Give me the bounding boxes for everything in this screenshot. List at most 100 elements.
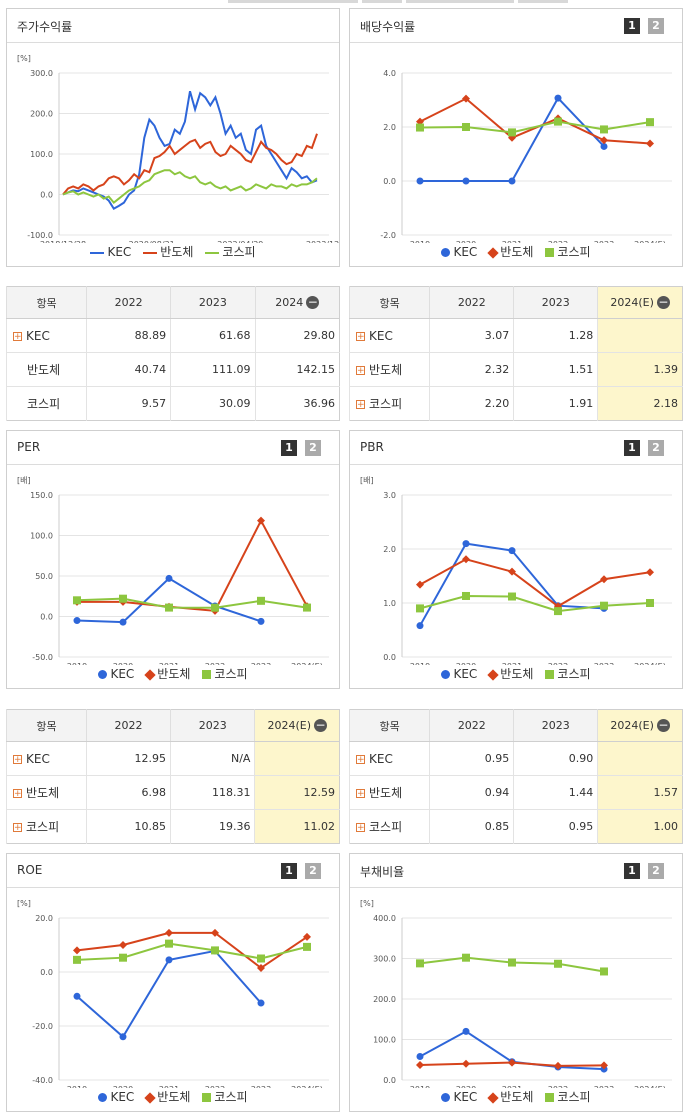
table-cell: 11.02 (254, 809, 340, 844)
row-label-cell[interactable]: + 코스피 (348, 386, 430, 421)
legend-item-semi[interactable]: 반도체 (144, 1088, 190, 1105)
expand-plus-icon[interactable]: + (356, 789, 365, 799)
legend-label-semi: 반도체 (160, 245, 194, 259)
page-1-button[interactable]: 1 (624, 440, 640, 456)
legend-item-kec[interactable]: KEC (441, 245, 477, 259)
table-cell: 40.74 (86, 352, 171, 387)
data-point-kospi (600, 125, 608, 134)
data-point-kospi (165, 603, 173, 612)
page-2-button[interactable]: 2 (648, 863, 664, 879)
expand-plus-icon[interactable]: + (356, 331, 365, 342)
collapse-column-icon[interactable]: − (313, 718, 327, 733)
y-tick-label: 100.0 (30, 532, 53, 541)
data-point-kec (462, 1027, 470, 1035)
legend-item-semi[interactable]: 반도체 (144, 665, 190, 682)
expand-plus-icon[interactable]: + (13, 331, 22, 342)
row-label-cell[interactable]: + 코스피 (5, 809, 87, 844)
data-point-semi (73, 946, 81, 955)
x-tick-label: 2019 (410, 240, 430, 243)
expand-plus-icon[interactable]: + (13, 823, 22, 833)
collapse-column-icon[interactable]: − (656, 295, 670, 310)
row-label-cell[interactable]: + KEC (348, 318, 430, 353)
expand-plus-icon[interactable]: + (356, 400, 365, 410)
top-tab-1[interactable] (228, 0, 358, 3)
row-label: KEC (369, 328, 393, 343)
panel-title: 부채비율 (360, 865, 405, 879)
expand-plus-icon[interactable]: + (13, 754, 22, 765)
row-label-cell[interactable]: + 반도체 (5, 775, 87, 810)
top-tab-3[interactable] (406, 0, 514, 3)
table-header-row: 항목 2022 2023 2024(E) − (348, 286, 683, 319)
data-point-semi (416, 1061, 424, 1070)
x-tick-label: 2022 (548, 240, 568, 243)
legend-item-kospi[interactable]: 코스피 (545, 665, 591, 682)
expand-plus-icon[interactable]: + (356, 823, 365, 833)
column-header-label: 2023 (541, 296, 570, 309)
legend-item-semi[interactable]: 반도체 (487, 1088, 534, 1105)
legend-item-semi[interactable]: 반도체 (487, 665, 533, 682)
legend-item-kospi[interactable]: 코스피 (545, 243, 591, 260)
table-row: 반도체 40.74 111.09 142.15 (5, 352, 340, 387)
page-2-button[interactable]: 2 (648, 18, 664, 34)
collapse-column-icon[interactable]: − (656, 718, 670, 733)
legend-label-kospi: 코스피 (214, 1090, 248, 1104)
x-tick-label: 2023/12/28 (306, 240, 339, 243)
legend-item-kec[interactable]: KEC (441, 667, 477, 681)
legend-swatch-semi (143, 251, 158, 254)
x-tick-label: 2022/04/29 (217, 240, 263, 243)
x-tick-label: 2018/12/28 (40, 240, 86, 243)
collapse-column-icon[interactable]: − (306, 295, 320, 310)
data-point-semi (462, 555, 470, 564)
table-cell: 1.91 (513, 386, 598, 421)
legend-item-kec[interactable]: KEC (98, 667, 134, 681)
page-1-button[interactable]: 1 (624, 18, 640, 34)
column-header-label: 항목 (36, 296, 57, 310)
table-row: + 반도체 2.32 1.51 1.39 (348, 352, 683, 387)
page-2-button[interactable]: 2 (648, 440, 664, 456)
data-point-semi (165, 928, 173, 937)
data-point-kospi (646, 599, 654, 607)
row-label-cell[interactable]: + KEC (5, 741, 87, 776)
page-2-button[interactable]: 2 (305, 440, 321, 456)
expand-plus-icon[interactable]: + (356, 754, 365, 765)
data-point-semi (462, 1059, 470, 1068)
top-tab-4[interactable] (518, 0, 568, 3)
legend-label-semi: 반도체 (500, 1090, 534, 1104)
table-cell: 6.98 (86, 775, 171, 810)
page-1-button[interactable]: 1 (281, 863, 297, 879)
data-point-kec (257, 617, 265, 625)
data-point-semi (416, 580, 424, 589)
row-label-cell[interactable]: + 코스피 (348, 809, 430, 844)
row-label-cell[interactable]: + KEC (5, 318, 87, 353)
data-point-kospi (462, 591, 470, 600)
legend-item-kospi[interactable]: 코스피 (202, 665, 248, 682)
y-tick-label: 300.0 (30, 69, 53, 78)
legend-item-kec[interactable]: KEC (98, 1090, 134, 1104)
panel-header: 주가수익률 (7, 9, 339, 43)
legend-item-semi[interactable]: 반도체 (487, 243, 533, 260)
legend-item-kec[interactable]: KEC (441, 1090, 477, 1104)
page-1-button[interactable]: 1 (281, 440, 297, 456)
page-2-button[interactable]: 2 (305, 863, 321, 879)
column-header-label: 2023 (541, 719, 570, 732)
legend-item-kospi[interactable]: 코스피 (545, 1088, 591, 1105)
legend-item-kec[interactable]: KEC (90, 245, 131, 259)
x-tick-label: 2020 (456, 240, 476, 243)
legend-item-semi[interactable]: 반도체 (143, 243, 193, 260)
data-point-semi (119, 941, 127, 949)
column-header-label: 2024(E) (267, 718, 311, 732)
legend-item-kospi[interactable]: 코스피 (205, 243, 256, 260)
row-label-cell[interactable]: + 반도체 (348, 352, 430, 387)
top-tab-2[interactable] (362, 0, 402, 3)
per-chart-panel: PER 1 2 [배] 150.0 100.0 50.0 0.0 -50.0 2019 202… (6, 430, 340, 689)
column-header-label: 항목 (379, 296, 400, 310)
row-label-cell[interactable]: + KEC (348, 741, 430, 776)
row-label: 반도체 (369, 363, 403, 377)
expand-plus-icon[interactable]: + (356, 366, 365, 376)
y-tick-label: 0.0 (383, 1076, 396, 1085)
row-label-cell[interactable]: + 반도체 (348, 775, 430, 810)
page-1-button[interactable]: 1 (624, 863, 640, 879)
x-tick-label: 2022 (205, 662, 225, 665)
expand-plus-icon[interactable]: + (13, 789, 22, 799)
legend-item-kospi[interactable]: 코스피 (202, 1088, 248, 1105)
